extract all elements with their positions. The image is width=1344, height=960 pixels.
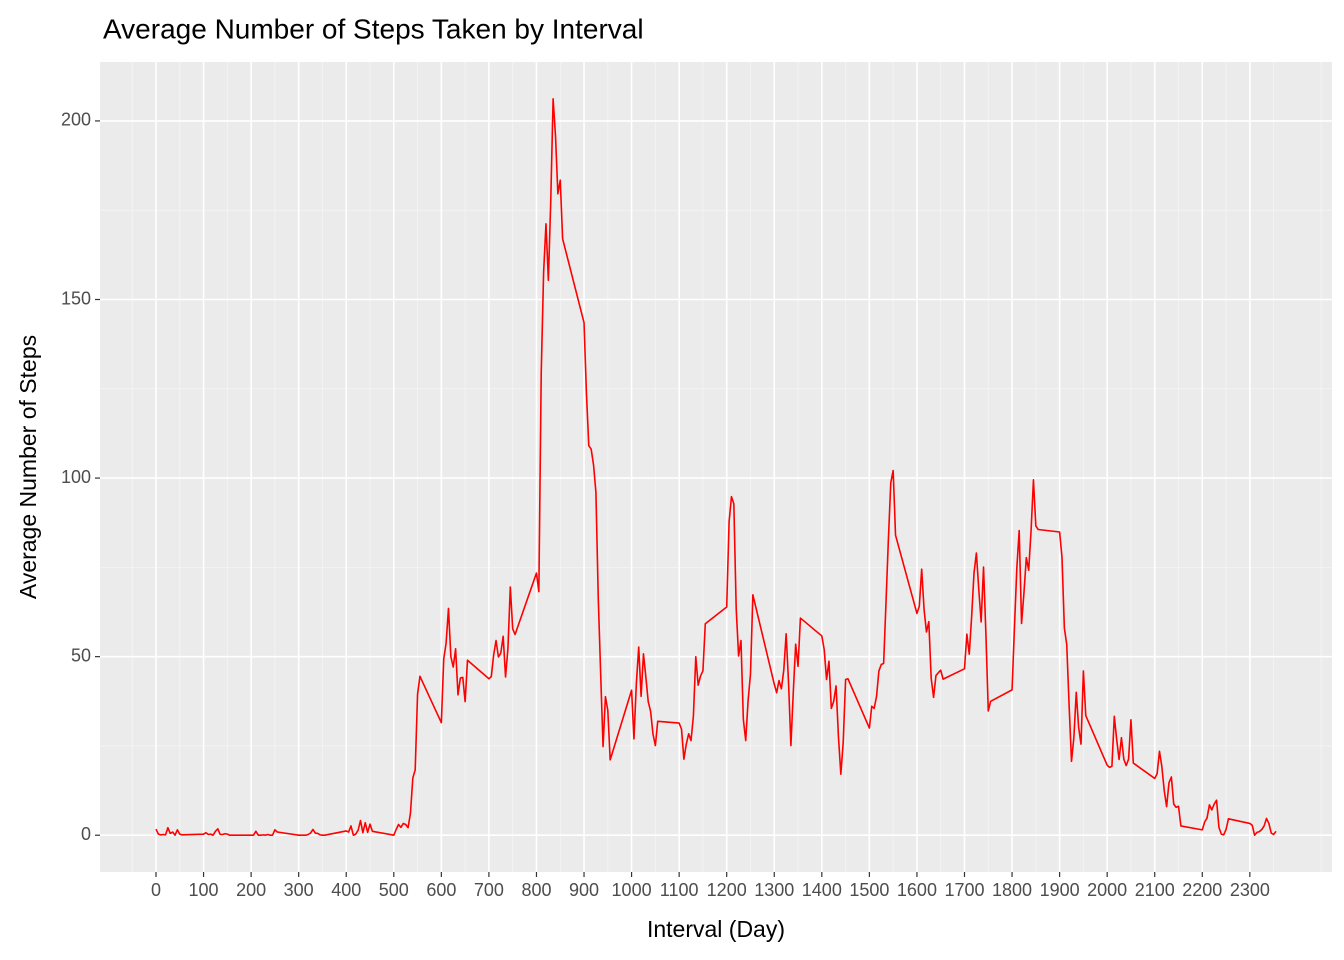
- x-tick-label: 2000: [1087, 880, 1127, 900]
- x-tick-label: 1700: [944, 880, 984, 900]
- x-tick-label: 500: [379, 880, 409, 900]
- x-tick-label: 700: [474, 880, 504, 900]
- y-tick-label: 150: [61, 288, 91, 308]
- x-tick-label: 1800: [992, 880, 1032, 900]
- data-line: [155, 97, 1277, 837]
- marks: [155, 97, 1277, 837]
- chart-title: Average Number of Steps Taken by Interva…: [103, 13, 644, 44]
- y-tick-label: 100: [61, 467, 91, 487]
- x-tick-label: 600: [426, 880, 456, 900]
- x-tick-label: 1900: [1040, 880, 1080, 900]
- x-tick-label: 2100: [1135, 880, 1175, 900]
- x-tick-label: 900: [569, 880, 599, 900]
- x-tick-label: 1300: [754, 880, 794, 900]
- y-axis-title: Average Number of Steps: [15, 335, 41, 599]
- x-tick-label: 100: [189, 880, 219, 900]
- x-tick-label: 1100: [660, 880, 699, 900]
- x-axis-title: Interval (Day): [647, 916, 785, 942]
- y-tick-label: 0: [81, 824, 91, 844]
- x-tick-label: 1000: [612, 880, 652, 900]
- x-tick-label: 1200: [707, 880, 747, 900]
- x-tick-label: 800: [521, 880, 551, 900]
- x-tick-label: 300: [284, 880, 314, 900]
- y-tick-label: 200: [61, 110, 91, 130]
- x-tick-label: 200: [236, 880, 266, 900]
- panel: [100, 62, 1332, 872]
- x-tick-label: 400: [331, 880, 361, 900]
- x-tick-label: 2300: [1230, 880, 1270, 900]
- y-tick-label: 50: [71, 645, 91, 665]
- x-tick-label: 1400: [802, 880, 842, 900]
- x-tick-label: 0: [151, 880, 161, 900]
- x-tick-label: 1500: [849, 880, 889, 900]
- grid: [100, 62, 1332, 872]
- x-tick-label: 2200: [1182, 880, 1222, 900]
- x-tick-label: 1600: [897, 880, 937, 900]
